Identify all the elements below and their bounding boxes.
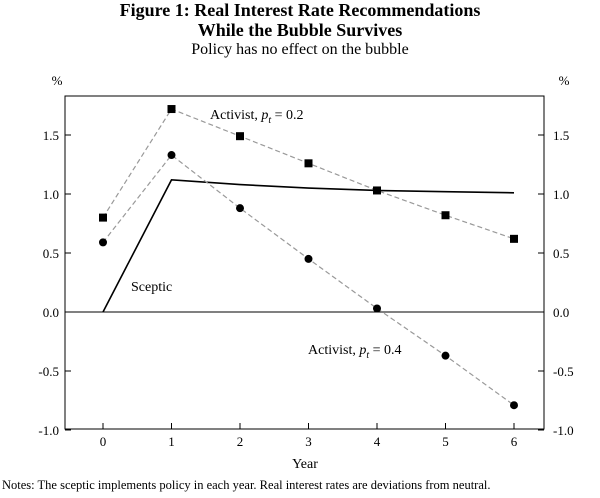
data-point-square-1-4	[373, 186, 381, 195]
figure-title-line1: Figure 1: Real Interest Rate Recommendat…	[119, 0, 481, 20]
y-tick-label-right: -0.5	[553, 364, 574, 379]
y-tick-label-left: 1.0	[43, 187, 59, 202]
y-axis-unit-right: %	[559, 73, 570, 88]
series-label-activist-04-variable: p	[358, 343, 366, 358]
data-point-square-1-0	[99, 213, 107, 222]
series-label-activist-02-subscript: t	[268, 115, 271, 126]
data-point-circle-2-5	[441, 351, 450, 360]
figure-title-line2: While the Bubble Survives	[197, 20, 403, 40]
y-tick-label-left: 0.5	[43, 246, 59, 261]
data-point-circle-2-0	[99, 238, 107, 247]
x-tick-label: 0	[100, 434, 107, 449]
series-label-activist-02: Activist, pt = 0.2	[210, 108, 304, 126]
data-point-circle-2-2	[236, 204, 244, 213]
data-point-square-1-2	[236, 132, 244, 141]
series-label-activist-02-prefix: Activist,	[210, 108, 261, 123]
data-point-square-1-1	[167, 105, 176, 114]
x-tick-label: 2	[237, 434, 244, 449]
figure-subtitle: Policy has no effect on the bubble	[191, 41, 409, 58]
series-line-1	[102, 108, 515, 240]
x-tick-label: 5	[442, 434, 449, 449]
y-tick-label-right: 1.5	[553, 128, 569, 143]
y-tick-label-right: 0.5	[553, 246, 569, 261]
series-line-0	[102, 179, 515, 313]
y-axis-unit-left: %	[52, 73, 63, 88]
series-label-activist-04-prefix: Activist,	[308, 343, 359, 358]
y-tick-label-right: -1.0	[553, 423, 574, 438]
x-tick-label: 6	[511, 434, 518, 449]
series-label-sceptic: Sceptic	[131, 280, 172, 295]
data-point-circle-2-4	[373, 304, 381, 313]
data-point-square-1-6	[510, 234, 518, 243]
data-point-circle-2-3	[304, 254, 313, 263]
y-tick-label-left: 1.5	[43, 128, 59, 143]
data-point-square-1-3	[304, 159, 313, 168]
data-point-circle-2-1	[167, 151, 176, 160]
x-tick-label: 1	[168, 434, 175, 449]
series-label-activist-04-subscript: t	[366, 350, 369, 361]
x-tick-label: 3	[305, 434, 312, 449]
y-tick-label-left: -0.5	[38, 364, 59, 379]
axes-layer: -1.0 -1.0 -0.5 -0.5 0.0 0.0 0.5 0.5 1.0 1.0 1.5 1.5…	[38, 128, 573, 449]
x-axis-title: Year	[292, 457, 318, 472]
y-tick-label-left: -1.0	[38, 423, 59, 438]
figure-notes: Notes: The sceptic implements policy in …	[2, 478, 491, 492]
line-chart: % % -1.0 -1.0 -0.5 -0.5 0.0 0.0 0.5 0.5 1.0 1.0 1.…	[38, 73, 573, 472]
series-label-activist-04-suffix: = 0.4	[369, 343, 401, 358]
series-label-activist-04: Activist, pt = 0.4	[308, 343, 402, 361]
series-label-activist-02-variable: p	[260, 108, 268, 123]
x-tick-label: 4	[374, 434, 381, 449]
y-tick-label-left: 0.0	[43, 305, 59, 320]
data-point-square-1-5	[441, 211, 450, 220]
y-tick-label-right: 0.0	[553, 305, 569, 320]
series-label-activist-02-suffix: = 0.2	[271, 108, 303, 123]
plot-area-frame	[64, 95, 545, 430]
data-point-circle-2-6	[510, 401, 518, 410]
y-tick-label-right: 1.0	[553, 187, 569, 202]
